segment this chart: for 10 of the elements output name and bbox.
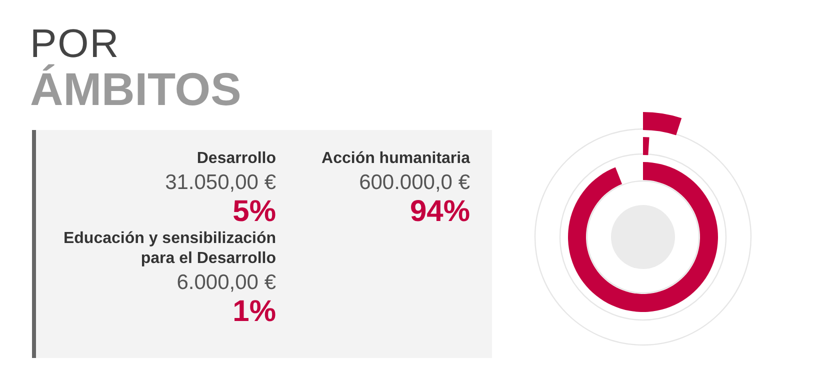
category-label: Acción humanitaria [322,150,470,167]
data-label: 5% [232,195,276,228]
category-label: Desarrollo [196,150,276,167]
text: 600.000,0 € [359,171,470,194]
data-label: 94% [410,195,470,228]
category-label: Educación y sensibilización para el Desarrollo [63,230,276,267]
text: 31.050,00 € [165,171,276,194]
data-label: 1% [232,295,276,328]
text: 6.000,00 € [176,271,276,294]
text: ÁMBITOS [30,63,242,115]
